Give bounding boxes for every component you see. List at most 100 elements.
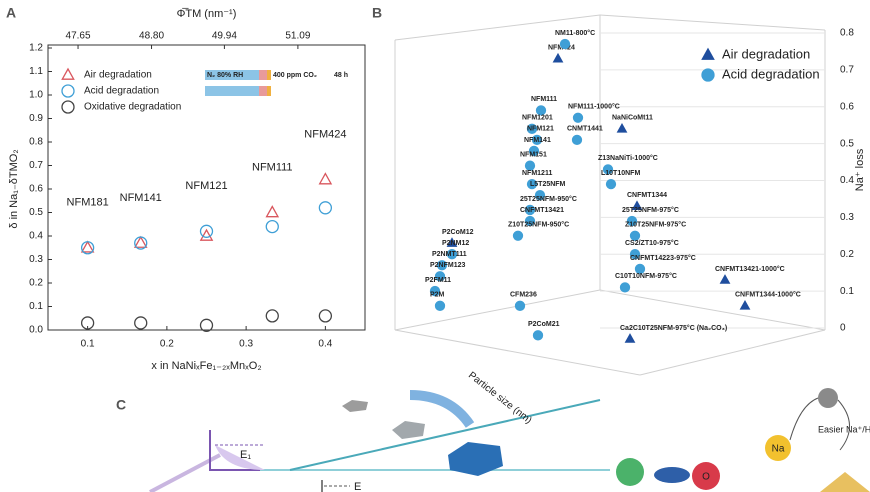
point-label: CNFMT1344 (627, 192, 667, 199)
arrow (409, 390, 475, 428)
y-tick-label: 1.2 (29, 43, 43, 54)
marker (559, 38, 571, 50)
point-label: NFM111 (531, 96, 557, 103)
point-label: NFM1201 (522, 115, 553, 122)
marker (512, 230, 524, 241)
point-label: L10T10NFM (601, 170, 640, 177)
z-tick-label: 0.4 (840, 175, 854, 186)
point-label: CNMT1441 (567, 126, 603, 133)
point-label: P2NM12 (442, 240, 469, 247)
point-label: Z10T25NFM-950°C (508, 221, 569, 229)
marker (134, 316, 148, 330)
marker (265, 205, 280, 218)
y-tick-label: 1.1 (29, 66, 43, 77)
marker (80, 316, 95, 330)
y-tick-label: 0.2 (29, 278, 43, 289)
point-label: 25T25NFM-950°C (520, 195, 577, 203)
marker (199, 318, 214, 332)
panel-label: C (116, 397, 126, 413)
marker (534, 190, 546, 201)
x-tick-label: 0.1 (81, 339, 95, 350)
marker (619, 282, 631, 293)
marker (719, 274, 731, 284)
z-tick-label: 0.7 (840, 65, 854, 76)
exchange-label: Easier Na⁺/H⁺ exchange (818, 424, 870, 434)
marker (526, 123, 538, 134)
legend-marker (61, 84, 75, 98)
legend-bar (259, 70, 267, 80)
legend-marker (701, 68, 715, 82)
legend-bar (267, 86, 271, 96)
point-label: CNFMT13421 (520, 207, 564, 214)
annotation: NFM121 (185, 180, 227, 192)
particle (342, 400, 368, 412)
z-tick-label: 0.8 (840, 28, 854, 39)
z-axis-label: Na⁺ loss (854, 148, 866, 191)
box-edge (394, 329, 641, 376)
x2-tick-label: 47.65 (66, 31, 91, 42)
marker (605, 178, 617, 190)
marker (524, 160, 536, 171)
y-tick-label: 1.0 (29, 90, 43, 101)
y-tick-label: 0.9 (29, 113, 43, 124)
panel-c: C E₁ E O Na Easier Na⁺/H⁺ exchange (116, 388, 870, 492)
marker (571, 134, 583, 146)
z-tick-label: 0.2 (840, 249, 854, 260)
plane (149, 453, 221, 492)
marker (80, 241, 95, 255)
point-label: NaNiCoMt11 (612, 115, 653, 122)
marker (429, 285, 441, 297)
x-axis-label: x in NaNiₓFe₁₋₂ₓMnₓO₂ (151, 360, 261, 372)
marker (524, 215, 536, 227)
marker (528, 145, 540, 157)
marker (446, 237, 458, 247)
marker (318, 172, 333, 185)
marker (318, 201, 333, 215)
atom (765, 435, 791, 461)
panel-label: B (372, 5, 382, 21)
marker (629, 249, 641, 260)
marker (631, 200, 643, 211)
point-label: P2CoM12 (442, 229, 474, 236)
point-label: NFM141 (524, 137, 551, 144)
point-label: CFM236 (510, 292, 537, 299)
legend-marker (61, 100, 75, 114)
point-label: Z13NaNiTi-1000°C (598, 154, 658, 162)
point-label: Z10T25NFM-975°C (625, 221, 686, 229)
legend-label: Air degradation (84, 70, 152, 81)
marker (532, 330, 544, 341)
atom (692, 462, 720, 490)
panel-label: A (6, 5, 16, 21)
plot-frame (47, 44, 366, 331)
marker (535, 105, 547, 116)
annotation: NFM111 (252, 161, 293, 173)
point-label: NFM111-1000°C (568, 103, 620, 111)
z-tick-label: 0.3 (840, 212, 854, 223)
x2-axis-label: Φ̅TM (nm⁻¹) (177, 8, 237, 20)
z-tick-label: 0.1 (840, 286, 854, 297)
legend-label: Oxidative degradation (84, 102, 181, 113)
marker (634, 263, 646, 275)
z-tick-label: 0.5 (840, 138, 854, 149)
energy-axis (209, 430, 260, 471)
atom-label: O (702, 472, 710, 483)
marker (434, 271, 446, 282)
arrow (837, 399, 850, 451)
particle (392, 421, 425, 439)
legend-bar (259, 86, 267, 96)
point-label: P2FM11 (425, 277, 451, 284)
x-tick-label: 0.2 (160, 339, 174, 350)
point-label: NFM1211 (522, 170, 552, 177)
point-label: P2NMT111 (432, 251, 467, 258)
marker (436, 260, 448, 271)
legend-label: Acid degradation (84, 86, 159, 97)
marker (629, 230, 641, 241)
annotation: NFM181 (67, 197, 109, 209)
legend-bar (205, 70, 259, 80)
point-label: CNFMT14223-975°C (630, 254, 696, 262)
marker (616, 122, 628, 133)
marker (134, 236, 148, 250)
y-tick-label: 0.1 (29, 301, 43, 312)
marker (524, 204, 536, 216)
